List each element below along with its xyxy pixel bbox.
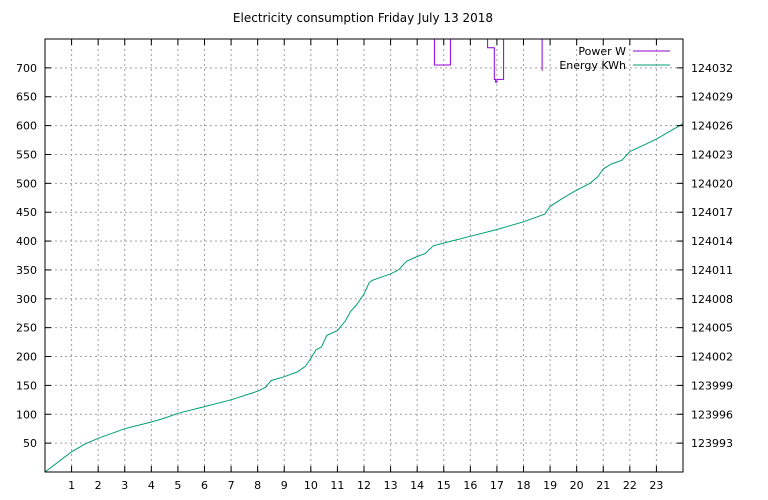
x-tick-label: 19 xyxy=(543,479,557,492)
series-line-0 xyxy=(433,38,543,83)
x-tick-label: 23 xyxy=(649,479,663,492)
x-tick-label: 10 xyxy=(304,479,318,492)
y-tick-label: 100 xyxy=(16,408,37,421)
x-tick-label: 9 xyxy=(281,479,288,492)
y-tick-label: 250 xyxy=(16,322,37,335)
legend-label: Energy KWh xyxy=(559,59,626,72)
x-tick-label: 11 xyxy=(330,479,344,492)
y-tick-label: 450 xyxy=(16,206,37,219)
y-tick-label: 200 xyxy=(16,351,37,364)
chart-title: Electricity consumption Friday July 13 2… xyxy=(233,11,493,25)
x-tick-label: 17 xyxy=(490,479,504,492)
x-tick-label: 2 xyxy=(95,479,102,492)
x-tick-label: 6 xyxy=(201,479,208,492)
y2-tick-label: 124011 xyxy=(691,264,733,277)
x-tick-label: 3 xyxy=(121,479,128,492)
y2-tick-label: 123999 xyxy=(691,379,733,392)
x-tick-label: 15 xyxy=(437,479,451,492)
y2-tick-label: 124026 xyxy=(691,120,733,133)
y-tick-label: 350 xyxy=(16,264,37,277)
x-tick-label: 21 xyxy=(596,479,610,492)
y-tick-label: 700 xyxy=(16,62,37,75)
x-tick-label: 1 xyxy=(68,479,75,492)
y2-tick-label: 124005 xyxy=(691,322,733,335)
y-tick-label: 50 xyxy=(23,437,37,450)
y-tick-label: 600 xyxy=(16,120,37,133)
y-tick-label: 400 xyxy=(16,235,37,248)
x-tick-label: 20 xyxy=(570,479,584,492)
y2-tick-label: 123993 xyxy=(691,437,733,450)
series-lines xyxy=(44,38,684,473)
y2-tick-label: 123996 xyxy=(691,408,733,421)
y2-tick-label: 124002 xyxy=(691,351,733,364)
x-tick-label: 4 xyxy=(148,479,155,492)
grid-lines xyxy=(45,39,683,472)
x-tick-label: 22 xyxy=(623,479,637,492)
y2-tick-label: 124008 xyxy=(691,293,733,306)
x-tick-label: 18 xyxy=(517,479,531,492)
x-tick-label: 7 xyxy=(228,479,235,492)
y-tick-label: 650 xyxy=(16,91,37,104)
x-tick-label: 5 xyxy=(174,479,181,492)
axis-ticks: 1 2 3 4 5 6 7 8 9 10 11 12 13 14 15 16 17 18 19 20 21 22 23501… xyxy=(16,39,733,492)
legend-label: Power W xyxy=(578,45,626,58)
y2-tick-label: 124029 xyxy=(691,91,733,104)
y2-tick-label: 124023 xyxy=(691,148,733,161)
series-line-1 xyxy=(44,123,684,473)
x-tick-label: 16 xyxy=(463,479,477,492)
y2-tick-label: 124014 xyxy=(691,235,733,248)
y-tick-label: 550 xyxy=(16,148,37,161)
x-tick-label: 13 xyxy=(384,479,398,492)
x-tick-label: 12 xyxy=(357,479,371,492)
y2-tick-label: 124020 xyxy=(691,177,733,190)
y2-tick-label: 124017 xyxy=(691,206,733,219)
y-tick-label: 300 xyxy=(16,293,37,306)
y-tick-label: 150 xyxy=(16,379,37,392)
y2-tick-label: 124032 xyxy=(691,62,733,75)
x-tick-label: 8 xyxy=(254,479,261,492)
x-tick-label: 14 xyxy=(410,479,424,492)
y-tick-label: 500 xyxy=(16,177,37,190)
